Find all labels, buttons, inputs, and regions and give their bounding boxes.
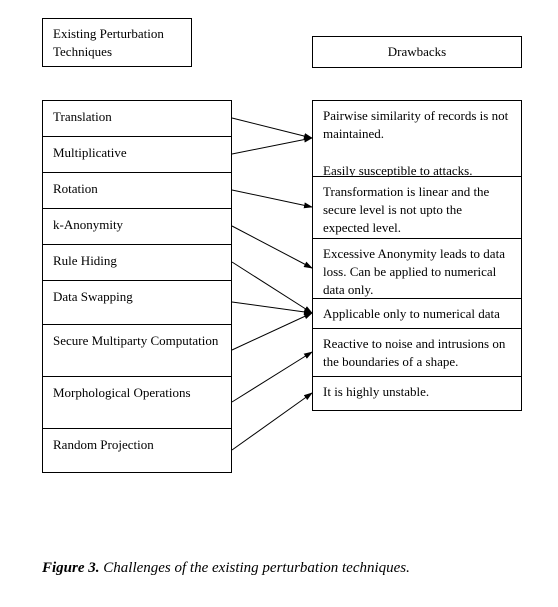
drawback-d4: Applicable only to numerical data (312, 298, 522, 328)
technique-multiplicative: Multiplicative (42, 136, 232, 172)
edge-morph-d5 (232, 352, 312, 402)
figure-caption: Figure 3. Challenges of the existing per… (42, 560, 410, 577)
edge-smc-d4 (232, 313, 312, 350)
technique-morph: Morphological Operations (42, 376, 232, 428)
edge-multiplicative-d1 (232, 138, 312, 154)
technique-kanonymity: k-Anonymity (42, 208, 232, 244)
drawbacks-header: Drawbacks (312, 36, 522, 68)
edge-randproj-d6 (232, 393, 312, 450)
technique-rulehiding: Rule Hiding (42, 244, 232, 280)
edge-kanonymity-d3 (232, 226, 312, 268)
technique-smc: Secure Multiparty Computation (42, 324, 232, 376)
edge-rulehiding-d4 (232, 262, 312, 313)
drawback-d3: Excessive Anonymity leads to data loss. … (312, 238, 522, 298)
caption-label: Figure 3. (42, 560, 100, 576)
edge-rotation-d2 (232, 190, 312, 207)
technique-translation: Translation (42, 100, 232, 136)
drawback-d2: Transformation is linear and the secure … (312, 176, 522, 238)
edge-translation-d1 (232, 118, 312, 138)
technique-dataswapping: Data Swapping (42, 280, 232, 324)
technique-randproj: Random Projection (42, 428, 232, 472)
techniques-header: Existing Perturbation Techniques (42, 18, 192, 67)
drawback-d1: Pairwise similarity of records is not ma… (312, 100, 522, 176)
caption-text: Challenges of the existing perturbation … (103, 560, 410, 576)
edge-dataswapping-d4 (232, 302, 312, 313)
drawback-d5: Reactive to noise and intrusions on the … (312, 328, 522, 376)
technique-rotation: Rotation (42, 172, 232, 208)
drawback-d6: It is highly unstable. (312, 376, 522, 410)
